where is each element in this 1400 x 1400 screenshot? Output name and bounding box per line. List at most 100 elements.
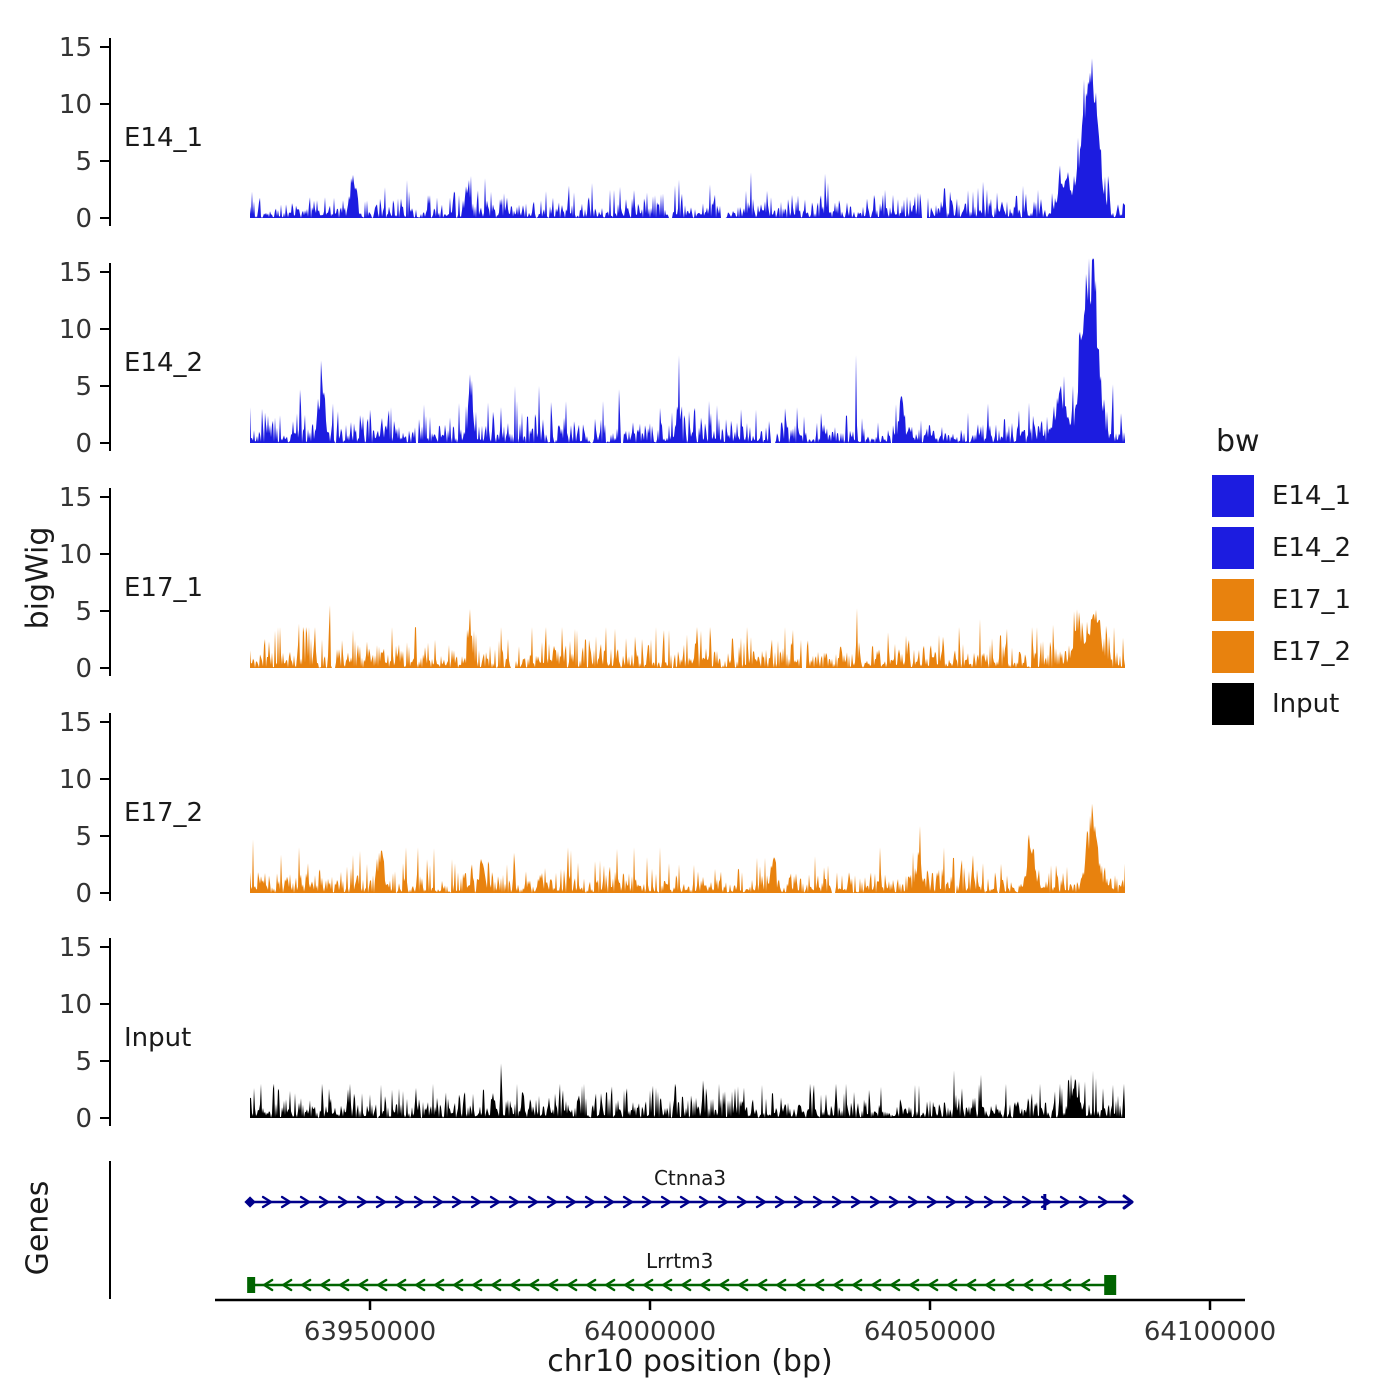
strand-arrow-icon: [908, 1278, 920, 1292]
strand-arrow-icon: [926, 1195, 938, 1209]
strand-arrow-icon: [1097, 1195, 1109, 1209]
strand-arrow-icon: [888, 1195, 900, 1209]
strand-arrow-icon: [851, 1278, 863, 1292]
strand-arrow-icon: [585, 1278, 597, 1292]
y-tick-label: 5: [75, 822, 92, 852]
strand-arrow-icon: [471, 1278, 483, 1292]
x-tick-label: 64000000: [584, 1317, 716, 1347]
y-axis: 0 5 10 15: [59, 33, 111, 232]
strand-arrow-icon: [566, 1278, 578, 1292]
strand-arrow-icon: [699, 1278, 711, 1292]
strand-arrow-icon: [832, 1278, 844, 1292]
legend-entry-E14_2: E14_2: [1212, 527, 1351, 569]
strand-arrow-icon: [1041, 1278, 1053, 1292]
strand-arrow-icon: [584, 1195, 596, 1209]
x-tick-label: 64050000: [864, 1317, 996, 1347]
y-tick-label: 10: [59, 990, 92, 1020]
strand-arrow-icon: [356, 1195, 368, 1209]
x-tick-label: 63950000: [304, 1317, 436, 1347]
legend-entry-Input: Input: [1212, 683, 1351, 725]
strand-arrow-icon: [831, 1195, 843, 1209]
y-tick-label: 10: [59, 315, 92, 345]
legend-entry-label: E17_1: [1272, 585, 1352, 615]
y-tick-label: 15: [59, 933, 92, 963]
x-axis-svg: 63950000 64000000 64050000 64100000: [215, 1298, 1276, 1347]
strand-arrow-icon: [603, 1195, 615, 1209]
track-label: E14_1: [124, 123, 203, 153]
strand-arrow-icon: [946, 1278, 958, 1292]
strand-arrow-icon: [813, 1278, 825, 1292]
strand-arrow-icon: [395, 1278, 407, 1292]
legend-entry-E17_1: E17_1: [1212, 579, 1351, 621]
x-tick-label: 64100000: [1144, 1317, 1276, 1347]
strand-arrow-icon: [1060, 1278, 1072, 1292]
y-tick-label: 15: [59, 33, 92, 63]
y-tick-label: 15: [59, 483, 92, 513]
strand-arrow-icon: [869, 1195, 881, 1209]
legend-entry-E14_1: E14_1: [1212, 475, 1351, 517]
legend-entry-label: E17_2: [1272, 637, 1352, 667]
track-panel-E14_2: 0 5 10 15 E14_2: [59, 258, 1125, 457]
strand-arrow-icon: [889, 1278, 901, 1292]
strand-arrow-icon: [452, 1278, 464, 1292]
gene-end-arrow-icon: [1122, 1194, 1134, 1210]
y-tick-label: 15: [59, 258, 92, 288]
strand-arrow-icon: [1059, 1195, 1071, 1209]
track-label: E14_2: [124, 348, 203, 378]
strand-arrow-icon: [527, 1195, 539, 1209]
gene-exon-box: [247, 1277, 256, 1293]
legend-entry-label: Input: [1272, 689, 1340, 719]
strand-arrow-icon: [414, 1278, 426, 1292]
y-tick-label: 5: [75, 1047, 92, 1077]
genes-panel-svg: Ctnna3 Lrrtm3: [109, 1161, 1134, 1299]
track-label: E17_1: [124, 573, 203, 603]
strand-arrow-icon: [375, 1195, 387, 1209]
strand-arrow-icon: [281, 1278, 293, 1292]
legend-entry-E17_2: E17_2: [1212, 631, 1351, 673]
strand-arrow-icon: [1002, 1195, 1014, 1209]
y-tick-label: 5: [75, 147, 92, 177]
strand-arrow-icon: [319, 1278, 331, 1292]
y-tick-label: 0: [75, 429, 92, 457]
strand-arrow-icon: [964, 1195, 976, 1209]
strand-arrow-icon: [623, 1278, 635, 1292]
strand-arrow-icon: [528, 1278, 540, 1292]
strand-arrow-icon: [717, 1195, 729, 1209]
gene-label: Ctnna3: [654, 1166, 726, 1190]
strand-arrow-icon: [907, 1195, 919, 1209]
coverage-signal: [250, 803, 1125, 893]
strand-arrow-icon: [1078, 1195, 1090, 1209]
y-tick-label: 10: [59, 765, 92, 795]
strand-arrow-icon: [850, 1195, 862, 1209]
strand-arrow-icon: [432, 1195, 444, 1209]
strand-arrow-icon: [299, 1195, 311, 1209]
track-panel-E14_1: 0 5 10 15 E14_1: [59, 33, 1125, 232]
strand-arrow-icon: [984, 1278, 996, 1292]
legend-entries: E14_1 E14_2 E17_1 E17_2 Input: [1212, 475, 1351, 725]
strand-arrow-icon: [661, 1278, 673, 1292]
strand-arrow-icon: [338, 1278, 350, 1292]
strand-arrow-icon: [794, 1278, 806, 1292]
gene-exon-box: [1104, 1275, 1117, 1295]
legend-title: bw: [1216, 424, 1260, 459]
legend-swatch-icon: [1212, 475, 1254, 517]
y-axis: 0 5 10 15: [59, 483, 111, 682]
strand-arrow-icon: [1003, 1278, 1015, 1292]
strand-arrow-icon: [660, 1195, 672, 1209]
y-axis: 0 5 10 15: [59, 708, 111, 907]
strand-arrow-icon: [337, 1195, 349, 1209]
gene-Lrrtm3: Lrrtm3: [247, 1249, 1117, 1295]
strand-arrow-icon: [870, 1278, 882, 1292]
y-tick-label: 5: [75, 597, 92, 627]
strand-arrow-icon: [755, 1195, 767, 1209]
strand-arrow-icon: [509, 1278, 521, 1292]
y-tick-label: 0: [75, 204, 92, 232]
strand-arrow-icon: [376, 1278, 388, 1292]
strand-arrow-icon: [451, 1195, 463, 1209]
strand-arrow-icon: [565, 1195, 577, 1209]
legend-swatch-icon: [1212, 683, 1254, 725]
strand-arrow-icon: [508, 1195, 520, 1209]
strand-arrow-icon: [413, 1195, 425, 1209]
legend-swatch-icon: [1212, 579, 1254, 621]
